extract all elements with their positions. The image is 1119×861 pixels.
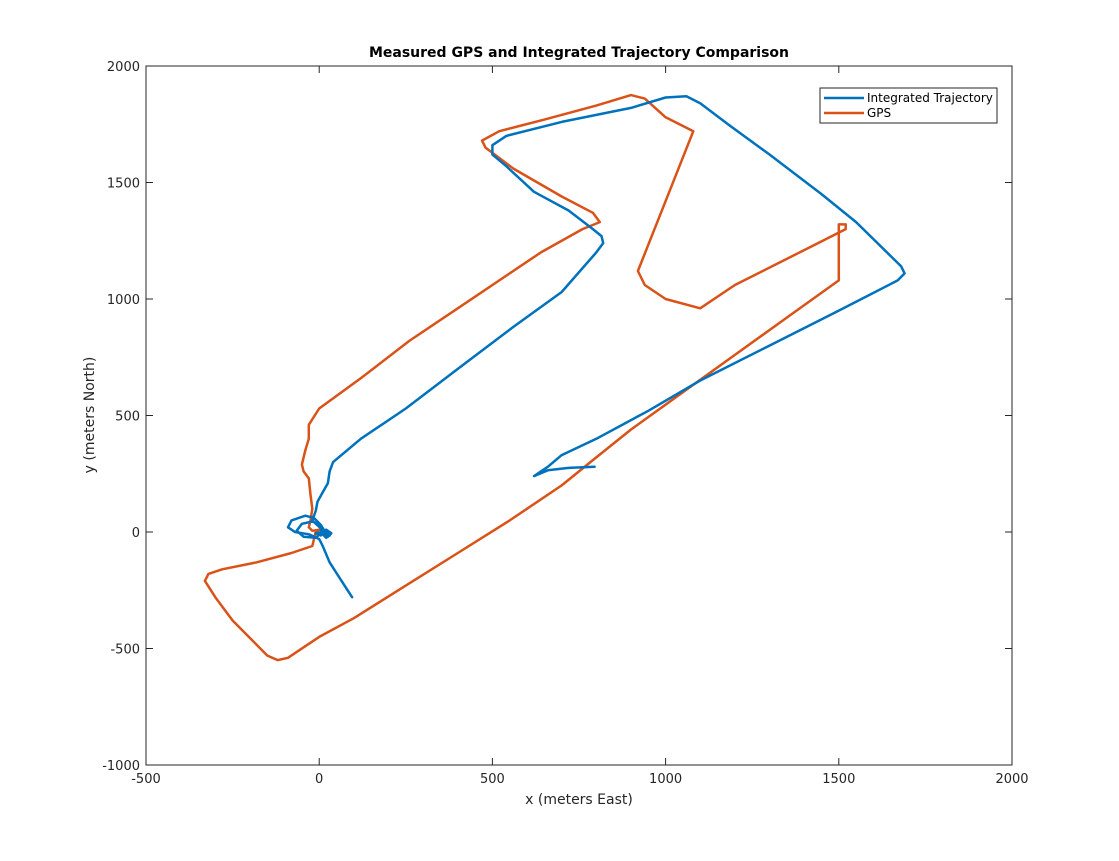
x-tick-label: 1500 xyxy=(822,772,855,787)
y-tick-label: 1500 xyxy=(107,177,140,192)
y-tick-label: 2000 xyxy=(107,60,140,75)
x-tick-label: -500 xyxy=(131,772,161,787)
series-layer xyxy=(203,93,906,662)
x-tick-label: 0 xyxy=(315,772,323,787)
series-line-integrated-trajectory xyxy=(286,95,906,599)
chart-title: Measured GPS and Integrated Trajectory C… xyxy=(369,45,789,61)
y-axis-label: y (meters North) xyxy=(82,357,98,474)
series-line-gps xyxy=(203,93,847,662)
y-tick-label: -1000 xyxy=(102,759,140,774)
y-tick-label: -500 xyxy=(110,643,140,658)
y-tick-label: 0 xyxy=(132,526,140,541)
x-tick-label: 2000 xyxy=(995,772,1028,787)
ticks-layer: -500 0 500 1000 1500 2000-1000-50005001000150… xyxy=(102,60,1028,787)
y-tick-label: 1000 xyxy=(107,293,140,308)
legend-label-gps: GPS xyxy=(867,106,891,120)
x-tick-label: 1000 xyxy=(649,772,682,787)
y-tick-label: 500 xyxy=(115,410,140,425)
plot-area xyxy=(146,66,1012,765)
legend: Integrated Trajectory GPS xyxy=(819,87,998,124)
x-tick-label: 500 xyxy=(480,772,505,787)
x-axis-label: x (meters East) xyxy=(525,792,633,808)
legend-box xyxy=(819,87,998,124)
legend-label-integrated: Integrated Trajectory xyxy=(867,91,993,105)
